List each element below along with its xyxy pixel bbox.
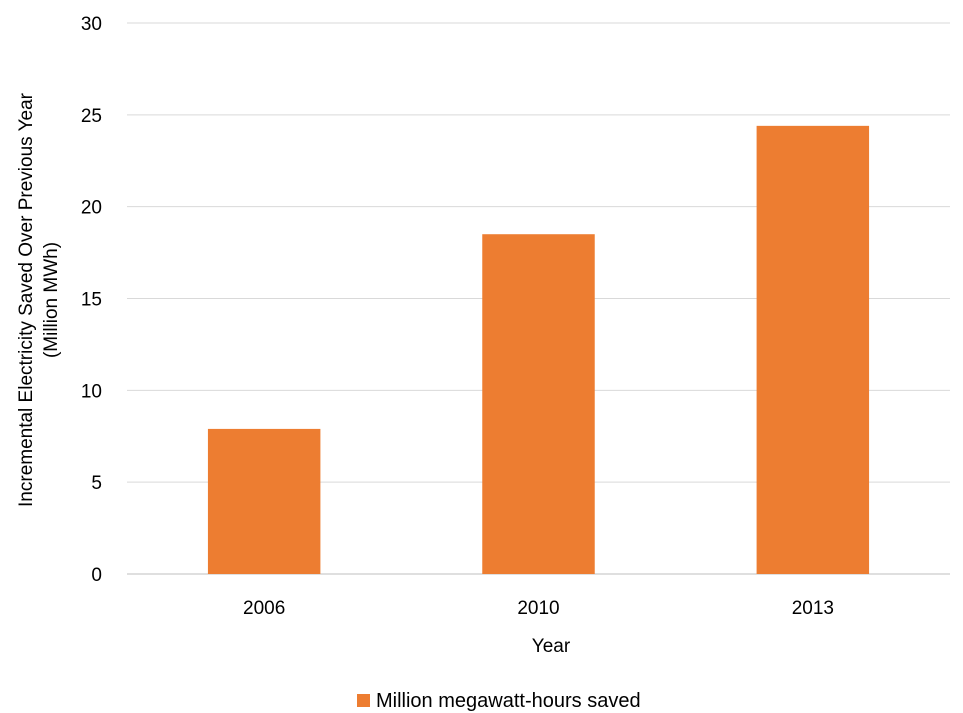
x-axis-title: Year xyxy=(532,636,571,657)
y-tick-label: 0 xyxy=(91,565,102,586)
y-tick-label: 30 xyxy=(81,14,102,35)
legend: Million megawatt-hours saved xyxy=(357,690,641,712)
y-tick-label: 25 xyxy=(81,106,102,127)
bars xyxy=(207,125,870,574)
y-axis-title-units: (Million MWh) xyxy=(41,242,62,358)
legend-label: Million megawatt-hours saved xyxy=(376,690,641,712)
y-axis-title: Incremental Electricity Saved Over Previ… xyxy=(16,92,37,507)
bar-2006 xyxy=(207,428,321,574)
legend-swatch xyxy=(357,694,370,707)
bar-2010 xyxy=(482,234,595,574)
x-axis-tick-labels: 2006 2010 2013 xyxy=(243,598,834,619)
bar-2013 xyxy=(756,125,870,574)
x-tick-label: 2006 xyxy=(243,598,285,619)
y-tick-label: 5 xyxy=(91,473,102,494)
y-axis-tick-labels: 0 5 10 15 20 25 30 xyxy=(81,14,102,586)
y-tick-label: 15 xyxy=(81,290,102,311)
x-tick-label: 2013 xyxy=(792,598,834,619)
y-tick-label: 10 xyxy=(81,381,102,402)
y-tick-label: 20 xyxy=(81,198,102,219)
x-tick-label: 2010 xyxy=(517,598,559,619)
